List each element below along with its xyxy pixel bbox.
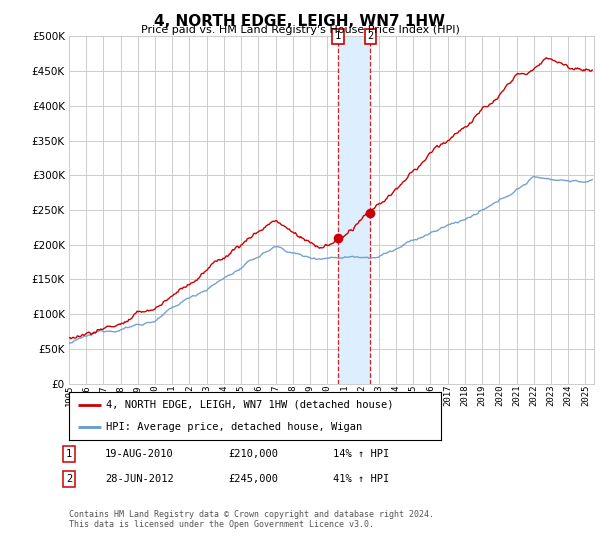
Text: 4, NORTH EDGE, LEIGH, WN7 1HW: 4, NORTH EDGE, LEIGH, WN7 1HW <box>155 14 445 29</box>
Text: £245,000: £245,000 <box>228 474 278 484</box>
Text: 4, NORTH EDGE, LEIGH, WN7 1HW (detached house): 4, NORTH EDGE, LEIGH, WN7 1HW (detached … <box>106 400 394 410</box>
Text: 19-AUG-2010: 19-AUG-2010 <box>105 449 174 459</box>
Text: 1: 1 <box>335 31 341 41</box>
Text: 14% ↑ HPI: 14% ↑ HPI <box>333 449 389 459</box>
Text: HPI: Average price, detached house, Wigan: HPI: Average price, detached house, Wiga… <box>106 422 362 432</box>
Text: 1: 1 <box>66 449 72 459</box>
Text: Contains HM Land Registry data © Crown copyright and database right 2024.
This d: Contains HM Land Registry data © Crown c… <box>69 510 434 529</box>
Text: Price paid vs. HM Land Registry's House Price Index (HPI): Price paid vs. HM Land Registry's House … <box>140 25 460 35</box>
Text: £210,000: £210,000 <box>228 449 278 459</box>
Text: 2: 2 <box>66 474 72 484</box>
Bar <box>338 36 370 384</box>
Text: 41% ↑ HPI: 41% ↑ HPI <box>333 474 389 484</box>
Text: 2: 2 <box>367 31 373 41</box>
Text: 28-JUN-2012: 28-JUN-2012 <box>105 474 174 484</box>
